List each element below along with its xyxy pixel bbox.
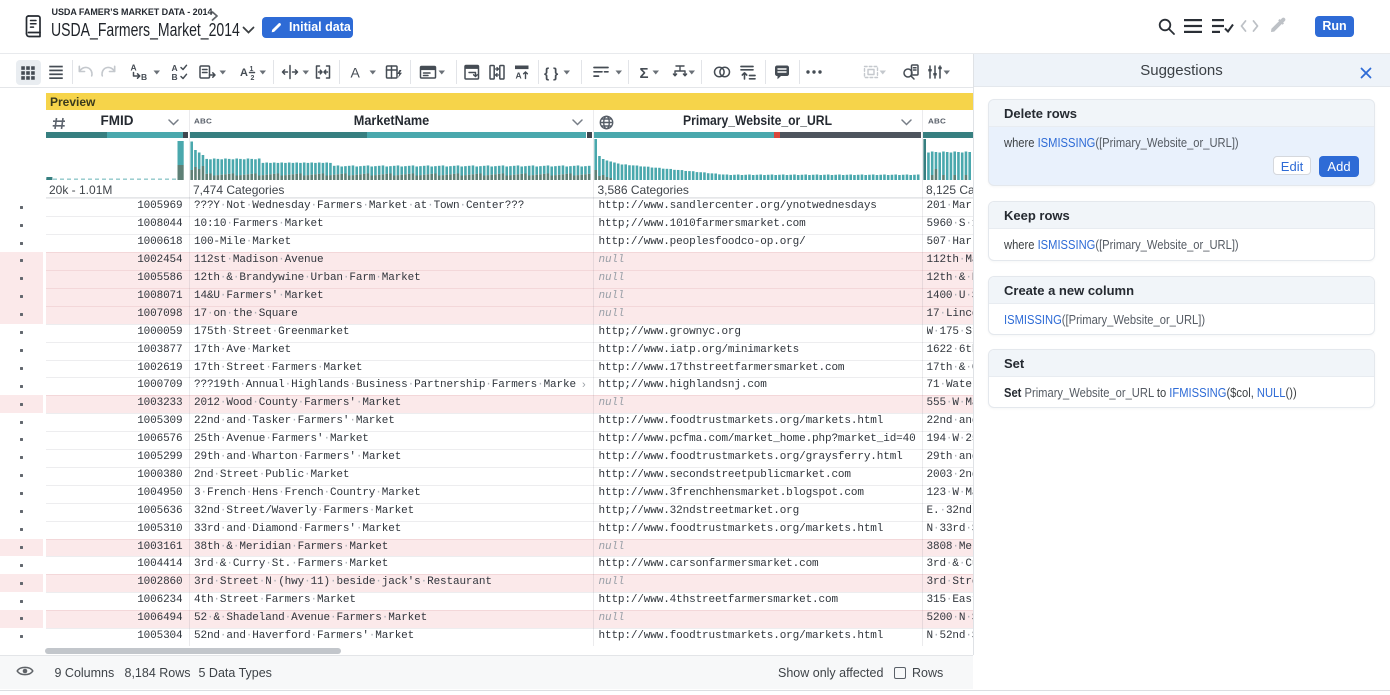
svg-text:B: B: [141, 72, 147, 82]
svg-text:{ }: { }: [544, 66, 559, 81]
svg-text:A: A: [516, 71, 522, 81]
svg-text:A: A: [172, 63, 178, 73]
svg-text:A: A: [240, 67, 248, 79]
svg-text:A: A: [351, 65, 361, 81]
svg-text:A: A: [131, 63, 137, 73]
svg-text:Σ: Σ: [640, 65, 649, 82]
svg-text:B: B: [172, 72, 178, 82]
svg-text:1: 1: [250, 66, 254, 73]
svg-text:2: 2: [251, 75, 255, 82]
